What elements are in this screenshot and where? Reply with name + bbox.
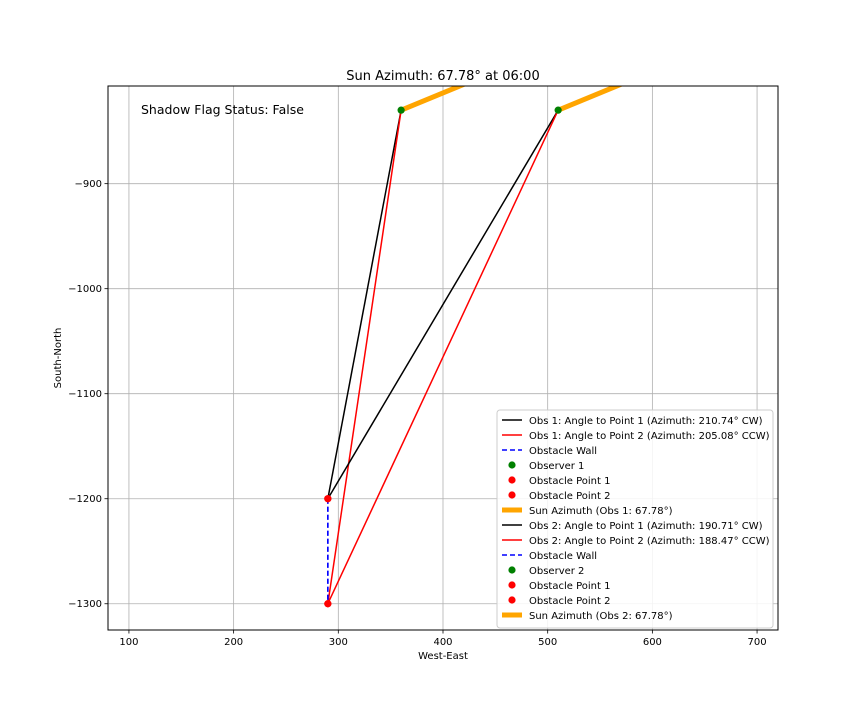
y-tick-label: −1000 [68, 284, 102, 295]
legend-label-8: Obs 2: Angle to Point 2 (Azimuth: 188.47… [529, 536, 770, 547]
series-line-4 [327, 109, 559, 500]
y-tick-label: −1200 [68, 494, 102, 505]
legend-swatch-12 [508, 596, 516, 604]
legend-label-7: Obs 2: Angle to Point 1 (Azimuth: 190.71… [529, 521, 763, 532]
x-tick-label: 100 [119, 637, 138, 648]
legend-swatch-10 [508, 566, 516, 574]
legend-label-6: Sun Azimuth (Obs 1: 67.78°) [529, 506, 673, 517]
y-axis-label: South-North [53, 328, 64, 389]
series-line-7 [557, 86, 624, 113]
series-point-4 [324, 495, 332, 503]
series-point-0 [397, 106, 405, 114]
legend-label-11: Obstacle Point 1 [529, 581, 610, 592]
legend-label-4: Obstacle Point 1 [529, 476, 610, 487]
axis-ticks: 100 200 300 400 500 600 700 −900 −1000 −1100 −1200… [68, 179, 766, 648]
shadow-flag-annotation: Shadow Flag Status: False [141, 102, 304, 117]
series-line-1 [327, 110, 402, 604]
legend-label-0: Obs 1: Angle to Point 1 (Azimuth: 210.74… [529, 416, 763, 427]
series-point-5 [324, 600, 332, 608]
y-tick-label: −1100 [68, 389, 102, 400]
x-tick-label: 400 [433, 637, 452, 648]
series-line-3 [400, 86, 467, 113]
legend-label-9: Obstacle Wall [529, 551, 597, 562]
chart-title: Sun Azimuth: 67.78° at 06:00 [346, 69, 539, 84]
x-tick-label: 700 [748, 637, 767, 648]
legend-label-10: Observer 2 [529, 566, 584, 577]
legend-swatch-3 [508, 461, 516, 469]
legend-label-1: Obs 1: Angle to Point 2 (Azimuth: 205.08… [529, 431, 770, 442]
legend-label-3: Observer 1 [529, 461, 584, 472]
series-line-5 [327, 109, 559, 605]
x-axis-label: West-East [418, 651, 468, 662]
series-point-3 [554, 106, 562, 114]
series-layer [324, 86, 624, 608]
x-tick-label: 300 [329, 637, 348, 648]
legend-swatch-4 [508, 476, 516, 484]
legend-box [496, 409, 774, 629]
legend-label-12: Obstacle Point 2 [529, 596, 610, 607]
legend-label-13: Sun Azimuth (Obs 2: 67.78°) [529, 611, 673, 622]
legend-label-2: Obstacle Wall [529, 446, 597, 457]
legend-swatch-5 [508, 491, 516, 499]
y-tick-label: −900 [75, 179, 102, 190]
series-line-0 [327, 110, 402, 499]
x-tick-label: 600 [643, 637, 662, 648]
legend-label-5: Obstacle Point 2 [529, 491, 610, 502]
y-tick-label: −1300 [68, 599, 102, 610]
legend: Obs 1: Angle to Point 1 (Azimuth: 210.74… [496, 409, 774, 629]
x-tick-label: 200 [224, 637, 243, 648]
x-tick-label: 500 [538, 637, 557, 648]
legend-swatch-11 [508, 581, 516, 589]
